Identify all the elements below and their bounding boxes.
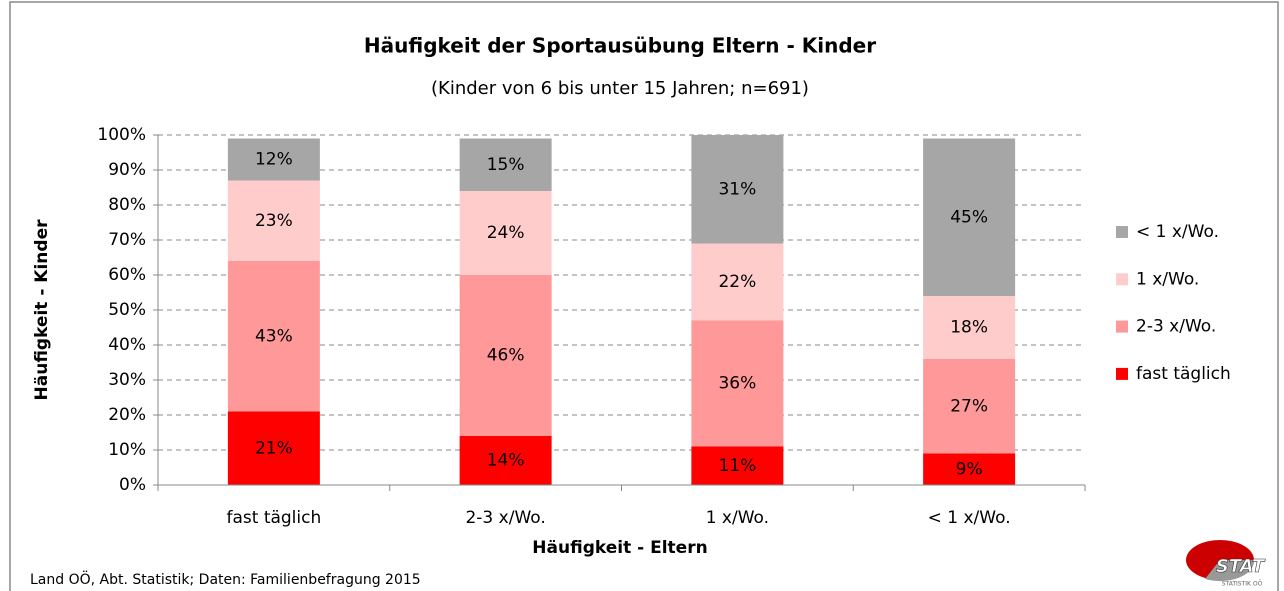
legend-swatch bbox=[1116, 226, 1128, 238]
data-label: 14% bbox=[487, 451, 525, 471]
y-tick-label: 0% bbox=[119, 475, 146, 495]
x-tick-label: 1 x/Wo. bbox=[706, 508, 769, 528]
x-tick-label: fast täglich bbox=[226, 508, 321, 528]
legend-swatch bbox=[1116, 320, 1128, 333]
source-note: Land OÖ, Abt. Statistik; Daten: Familien… bbox=[30, 570, 421, 588]
bar-segment bbox=[923, 453, 1016, 485]
bar-segment bbox=[459, 191, 552, 275]
legend-label: 2-3 x/Wo. bbox=[1136, 317, 1216, 337]
y-axis-label: Häufigkeit - Kinder bbox=[32, 219, 52, 401]
bar-segment bbox=[691, 320, 784, 447]
data-label: 36% bbox=[718, 374, 756, 394]
data-label: 22% bbox=[718, 272, 756, 292]
data-label: 9% bbox=[956, 459, 983, 479]
y-tick-label: 40% bbox=[108, 335, 146, 355]
y-tick-label: 50% bbox=[108, 300, 146, 320]
chart-subtitle: (Kinder von 6 bis unter 15 Jahren; n=691… bbox=[431, 78, 809, 99]
y-tick-label: 60% bbox=[108, 265, 146, 285]
y-tick-label: 80% bbox=[108, 195, 146, 215]
data-label: 15% bbox=[487, 155, 525, 175]
data-label: 27% bbox=[950, 396, 988, 416]
logo: STAT STATISTIK OÖ bbox=[1186, 540, 1266, 588]
data-label: 21% bbox=[255, 438, 293, 458]
legend-label: fast täglich bbox=[1136, 364, 1231, 384]
bar-segment bbox=[459, 436, 552, 485]
bar-segment bbox=[459, 138, 552, 191]
data-label: 24% bbox=[487, 223, 525, 243]
data-label: 23% bbox=[255, 211, 293, 231]
data-label: 12% bbox=[255, 150, 293, 170]
bar-segment bbox=[923, 359, 1016, 454]
logo-subtext: STATISTIK OÖ bbox=[1222, 581, 1263, 588]
bar-segment bbox=[459, 275, 552, 436]
bar-segment bbox=[227, 180, 320, 261]
bar-segment bbox=[923, 138, 1016, 296]
y-tick-label: 70% bbox=[108, 230, 146, 250]
bar-segment bbox=[227, 411, 320, 485]
x-axis-label: Häufigkeit - Eltern bbox=[532, 538, 707, 558]
bar-segment bbox=[227, 261, 320, 412]
data-label: 18% bbox=[950, 318, 988, 338]
legend-swatch bbox=[1116, 273, 1128, 286]
chart-title: Häufigkeit der Sportausübung Eltern - Ki… bbox=[364, 34, 876, 58]
x-tick-label: < 1 x/Wo. bbox=[928, 508, 1011, 528]
y-tick-label: 20% bbox=[108, 405, 146, 425]
data-label: 43% bbox=[255, 326, 293, 346]
data-label: 31% bbox=[718, 179, 756, 199]
data-label: 11% bbox=[718, 456, 756, 476]
legend-label: < 1 x/Wo. bbox=[1136, 222, 1219, 242]
bar-segment bbox=[227, 138, 320, 181]
y-tick-label: 10% bbox=[108, 440, 146, 460]
legend-label: 1 x/Wo. bbox=[1136, 269, 1199, 289]
x-tick-label: 2-3 x/Wo. bbox=[465, 508, 545, 528]
bar-segment bbox=[691, 243, 784, 321]
bar-segment bbox=[691, 446, 784, 485]
logo-text: STAT bbox=[1216, 556, 1266, 577]
bar-segment bbox=[923, 296, 1016, 359]
y-tick-label: 90% bbox=[108, 160, 146, 180]
y-tick-label: 100% bbox=[97, 125, 146, 145]
chart-frame bbox=[9, 1, 1279, 591]
data-label: 45% bbox=[950, 207, 988, 227]
bar-segment bbox=[691, 135, 784, 244]
legend-swatch bbox=[1116, 367, 1128, 380]
logo-shape bbox=[1205, 560, 1255, 582]
y-tick-label: 30% bbox=[108, 370, 146, 390]
data-label: 46% bbox=[487, 346, 525, 366]
